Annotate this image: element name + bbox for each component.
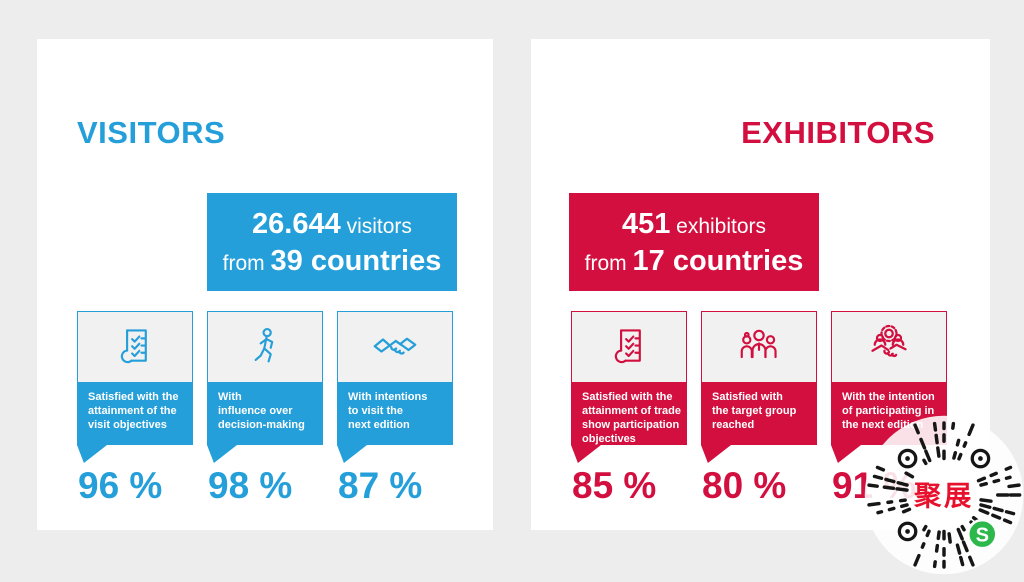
stat-value: 98 % xyxy=(208,465,292,507)
stat-caption: Satisfied with the target group reached xyxy=(701,383,817,445)
visitors-countries-line: from 39 countries xyxy=(207,245,457,282)
stat-card: With influence over decision-making 98 % xyxy=(207,311,323,531)
exhibitors-countries-line: from 17 countries xyxy=(569,245,819,282)
visitors-stats: Satisfied with the attainment of the vis… xyxy=(77,311,453,531)
stat-card: With intentions to visit the next editio… xyxy=(337,311,453,531)
badge-letter: S xyxy=(976,524,989,546)
checklist-icon xyxy=(606,324,652,370)
partnership-icon xyxy=(865,323,913,371)
stat-card: Satisfied with the attainment of trade s… xyxy=(571,311,687,531)
stat-value: 85 % xyxy=(572,465,656,507)
visitors-headline-box: 26.644 visitors from 39 countries xyxy=(207,193,457,291)
wechat-green-badge: S xyxy=(968,520,996,548)
qr-code-stamp: 聚展 S xyxy=(862,413,1024,577)
speech-tail xyxy=(337,445,367,463)
people-group-icon xyxy=(736,324,782,370)
handshake-icon xyxy=(371,323,419,371)
speech-tail xyxy=(77,445,107,463)
stat-caption: Satisfied with the attainment of the vis… xyxy=(77,383,193,445)
checklist-icon xyxy=(112,324,158,370)
exhibitors-count-line: 451 exhibitors xyxy=(569,208,819,245)
stat-value: 87 % xyxy=(338,465,422,507)
speech-tail xyxy=(571,445,601,463)
exhibitors-headline-box: 451 exhibitors from 17 countries xyxy=(569,193,819,291)
visitors-panel: VISITORS 26.644 visitors from 39 countri… xyxy=(37,39,493,530)
juzhan-logo-text: 聚展 xyxy=(913,480,974,511)
speech-tail xyxy=(701,445,731,463)
stat-value: 96 % xyxy=(78,465,162,507)
stat-caption: With intentions to visit the next editio… xyxy=(337,383,453,445)
stat-value: 80 % xyxy=(702,465,786,507)
stat-caption: Satisfied with the attainment of trade s… xyxy=(571,383,687,445)
visitors-title: VISITORS xyxy=(77,115,225,151)
stat-card: Satisfied with the target group reached … xyxy=(701,311,817,531)
exhibitors-title: EXHIBITORS xyxy=(741,115,935,151)
stat-caption: With influence over decision-making xyxy=(207,383,323,445)
speech-tail xyxy=(831,445,861,463)
visitors-count-line: 26.644 visitors xyxy=(207,208,457,245)
stat-card: Satisfied with the attainment of the vis… xyxy=(77,311,193,531)
walking-person-icon xyxy=(242,324,288,370)
speech-tail xyxy=(207,445,237,463)
